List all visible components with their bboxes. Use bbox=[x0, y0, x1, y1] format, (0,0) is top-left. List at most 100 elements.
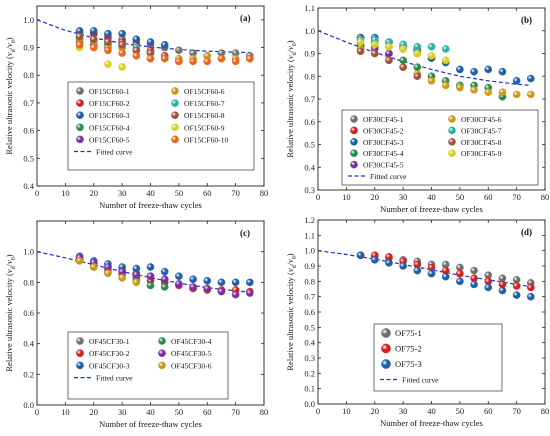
data-point bbox=[498, 286, 507, 295]
y-tick-label: 0.4 bbox=[23, 339, 34, 349]
x-tick-label: 30 bbox=[399, 192, 408, 202]
legend-marker bbox=[381, 343, 391, 354]
x-tick-label: 80 bbox=[260, 407, 269, 417]
data-point bbox=[246, 289, 254, 297]
y-tick-label: 0.1 bbox=[304, 384, 315, 394]
data-point bbox=[413, 42, 422, 51]
x-tick-label: 50 bbox=[456, 192, 465, 202]
data-point bbox=[456, 269, 464, 278]
data-point bbox=[356, 38, 365, 46]
data-point bbox=[385, 56, 393, 65]
y-axis-label-part: v bbox=[4, 43, 14, 47]
data-point bbox=[456, 83, 464, 92]
data-point bbox=[217, 287, 226, 296]
data-point bbox=[370, 49, 379, 58]
x-axis-label: Number of freeze-thaw cycles bbox=[99, 200, 202, 210]
legend-label: OF45CF30-1 bbox=[89, 337, 130, 346]
data-point bbox=[512, 291, 521, 299]
legend-marker bbox=[76, 361, 84, 370]
y-axis-label-part: v bbox=[4, 260, 14, 264]
legend-label: OF30CF45-7 bbox=[461, 126, 502, 135]
fitted-curve-line bbox=[317, 250, 531, 288]
data-point bbox=[484, 88, 493, 96]
panel-a: 0 10 20 30 40 50 60 70 80 0.4 0.5 0.6 0.7 0.8 0.9 1.0 Nu… bbox=[4, 5, 268, 210]
data-point bbox=[356, 251, 365, 260]
legend-marker bbox=[76, 337, 84, 345]
x-tick-label: 30 bbox=[118, 188, 127, 198]
data-point bbox=[203, 57, 212, 66]
y-tick-label: 0.5 bbox=[304, 140, 315, 150]
y-axis-label-part: d bbox=[11, 49, 17, 52]
data-point bbox=[399, 63, 407, 71]
legend-marker bbox=[350, 137, 358, 146]
legend-label: OF45CF30-2 bbox=[89, 349, 130, 358]
y-tick-label: 1.1 bbox=[304, 230, 315, 240]
data-point bbox=[203, 284, 212, 293]
data-point bbox=[413, 49, 422, 58]
series-OF30CF45-9 bbox=[356, 38, 450, 65]
x-axis-label: Number of freeze-thaw cycles bbox=[99, 419, 202, 429]
series-OF30CF45-8 bbox=[356, 47, 422, 81]
data-point bbox=[512, 90, 521, 99]
y-tick-label: 0.4 bbox=[304, 162, 315, 172]
x-tick-label: 80 bbox=[541, 406, 550, 416]
panel-label: (a) bbox=[240, 13, 251, 23]
fitted-curve-line bbox=[317, 30, 531, 86]
legend-label: Fitted curve bbox=[402, 376, 439, 385]
data-point bbox=[427, 269, 436, 278]
x-tick-label: 20 bbox=[371, 192, 380, 202]
data-point bbox=[441, 45, 450, 53]
y-tick-label: 0.9 bbox=[304, 261, 315, 271]
y-axis-label-part: Relative ultrasonic velocity ( bbox=[285, 59, 295, 158]
data-point bbox=[527, 292, 535, 301]
data-point bbox=[498, 88, 507, 96]
legend-label: OF45CF30-4 bbox=[171, 337, 212, 346]
data-point bbox=[118, 273, 126, 282]
x-tick-label: 80 bbox=[541, 192, 550, 202]
data-point bbox=[413, 266, 422, 275]
y-tick-label: 0.7 bbox=[304, 292, 315, 302]
data-point bbox=[441, 272, 450, 281]
legend-label: OF75-1 bbox=[395, 328, 422, 338]
x-tick-label: 10 bbox=[342, 406, 351, 416]
data-point bbox=[498, 67, 507, 76]
x-tick-label: 0 bbox=[35, 188, 39, 198]
y-tick-label: 0.7 bbox=[23, 98, 34, 108]
data-point bbox=[470, 266, 478, 275]
legend-label: OF75-2 bbox=[395, 344, 422, 354]
panel-b: 0 10 20 30 40 50 60 70 80 0.3 0.4 0.5 0.6 0.7 0.8 0.9 1.… bbox=[285, 3, 549, 214]
data-point bbox=[75, 40, 84, 49]
data-point bbox=[175, 57, 183, 66]
fitted-curve-line bbox=[36, 251, 250, 293]
y-axis-label-part: / bbox=[4, 263, 14, 266]
panel-c: 0 10 20 30 40 50 60 70 80 0.0 0.2 0.4 0.6 0.8 1.0 Numbe… bbox=[4, 220, 269, 429]
data-point bbox=[75, 257, 84, 265]
legend: OF45CF30-1 OF45CF30-2 OF45CF30-3 OF45CF30-4… bbox=[67, 331, 229, 400]
x-tick-label: 10 bbox=[342, 192, 351, 202]
y-tick-label: 0.6 bbox=[304, 117, 315, 127]
data-point bbox=[470, 86, 478, 94]
y-axis-label: Relative ultrasonic velocity (vd/v0) bbox=[4, 37, 17, 154]
y-tick-label: 0.8 bbox=[304, 71, 315, 81]
legend-label: OF45CF30-3 bbox=[89, 361, 130, 370]
legend-marker bbox=[381, 359, 391, 369]
data-point bbox=[456, 65, 464, 74]
data-point bbox=[89, 27, 98, 35]
legend-label: OF15CF60-4 bbox=[89, 123, 130, 132]
legend-marker bbox=[350, 149, 358, 157]
y-tick-label: 0.2 bbox=[23, 369, 34, 379]
data-point bbox=[370, 40, 379, 49]
legend-label: OF30CF45-9 bbox=[461, 149, 502, 158]
x-tick-label: 40 bbox=[146, 407, 155, 417]
y-axis-label-part: 0 bbox=[292, 43, 298, 46]
legend-box bbox=[67, 81, 255, 171]
y-tick-label: 0.8 bbox=[23, 70, 34, 80]
data-point bbox=[246, 278, 254, 287]
data-point bbox=[89, 263, 98, 271]
data-point bbox=[441, 56, 450, 65]
legend-marker bbox=[76, 111, 84, 119]
legend-marker bbox=[76, 87, 84, 95]
x-tick-label: 0 bbox=[35, 407, 39, 417]
legend-box bbox=[67, 331, 229, 400]
